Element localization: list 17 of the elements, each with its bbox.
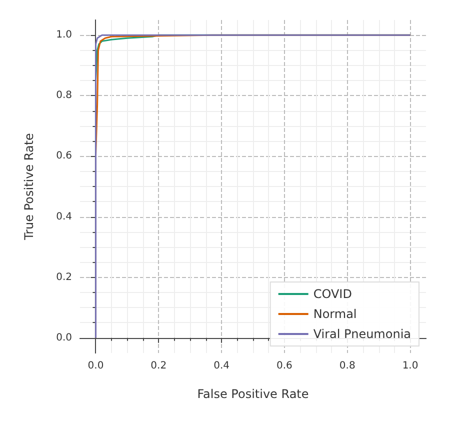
- legend-label: COVID: [313, 287, 352, 301]
- x-tick-label: 0.4: [214, 360, 230, 372]
- x-tick-label: 0.0: [88, 360, 104, 372]
- y-tick-label: 0.4: [56, 211, 72, 222]
- legend-label: Normal: [313, 307, 357, 321]
- legend-label: Viral Pneumonia: [313, 327, 412, 341]
- y-tick-label: 0.2: [56, 272, 72, 283]
- y-tick-label: 0.8: [56, 90, 72, 102]
- y-tick-label: 0.0: [56, 332, 72, 344]
- x-tick-label: 1.0: [402, 360, 418, 372]
- y-axis-title: True Positive Rate: [22, 133, 36, 241]
- x-axis-title: False Positive Rate: [197, 387, 309, 401]
- x-tick-label: 0.6: [276, 360, 292, 372]
- y-tick-label: 1.0: [56, 30, 72, 41]
- y-tick-label: 0.6: [56, 150, 72, 162]
- x-tick-label: 0.2: [150, 360, 167, 372]
- x-tick-label: 0.8: [339, 360, 356, 372]
